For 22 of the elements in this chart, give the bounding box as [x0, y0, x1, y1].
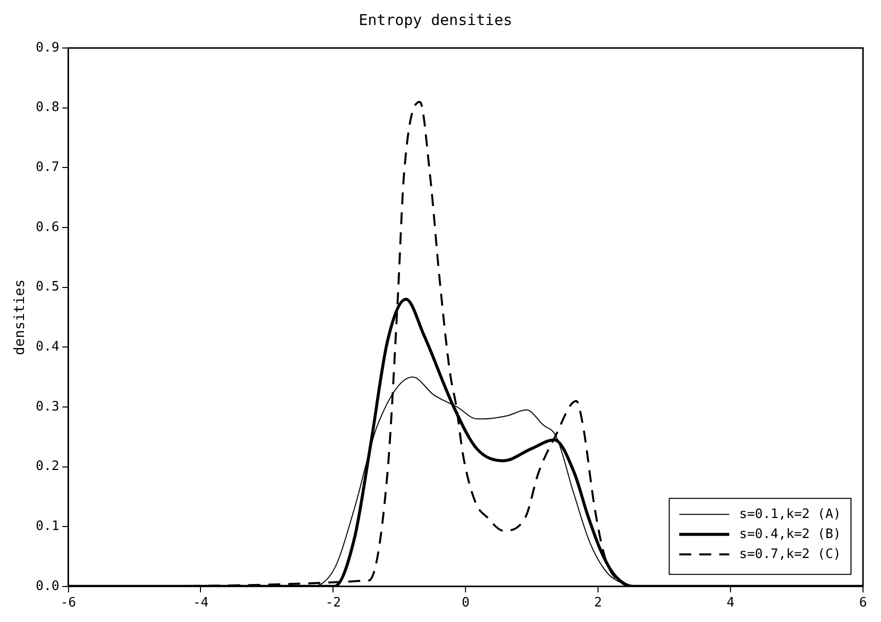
- legend-label: s=0.7,k=2 (C): [739, 546, 842, 562]
- chart-title: Entropy densities: [358, 10, 512, 29]
- y-tick-label: 0.4: [36, 339, 60, 354]
- y-axis-title: densities: [12, 279, 28, 356]
- x-tick-label: -4: [192, 596, 209, 611]
- y-tick-label: 0.6: [36, 220, 60, 235]
- legend-label: s=0.1,k=2 (A): [739, 506, 842, 522]
- legend-label: s=0.4,k=2 (B): [739, 526, 842, 542]
- y-tick-label: 0.2: [36, 459, 60, 474]
- x-tick-label: 0: [462, 596, 470, 611]
- y-tick-label: 0.8: [36, 100, 60, 116]
- y-tick-label: 0.3: [36, 399, 60, 414]
- y-tick-label: 0.5: [36, 280, 60, 295]
- y-tick-label: 0.0: [36, 578, 60, 594]
- x-tick-label: 6: [859, 596, 867, 611]
- x-tick-label: 4: [726, 596, 735, 611]
- x-tick-label: -6: [60, 596, 76, 611]
- y-tick-label: 0.9: [36, 40, 60, 56]
- x-tick-label: -2: [325, 596, 342, 611]
- y-tick-label: 0.7: [36, 160, 60, 176]
- x-tick-label: 2: [594, 596, 602, 611]
- y-tick-label: 0.1: [36, 518, 60, 534]
